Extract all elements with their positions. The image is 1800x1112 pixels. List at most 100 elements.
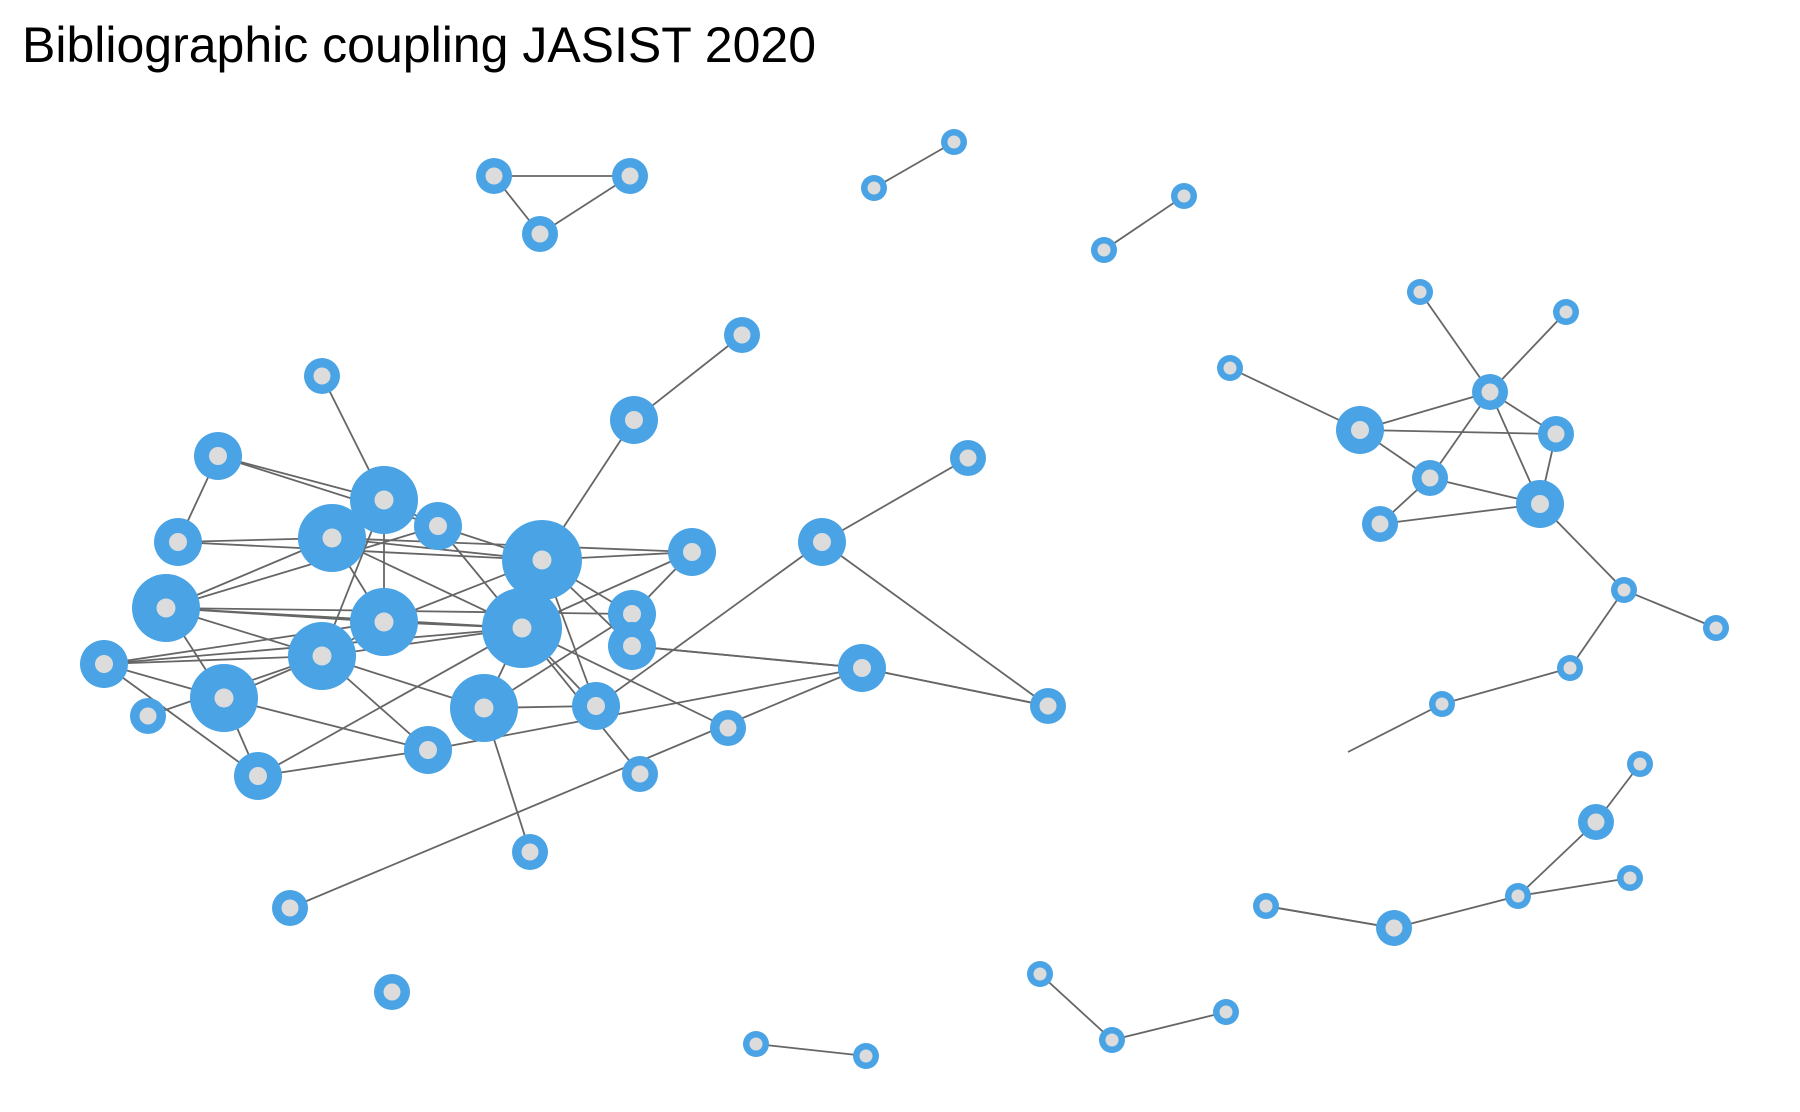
graph-node [1253,893,1279,919]
graph-node [838,644,886,692]
graph-node [743,1031,769,1057]
graph-node [512,834,548,870]
graph-edge [1441,667,1571,705]
graph-node-center [532,550,552,570]
graph-node [154,518,202,566]
graph-node [1091,237,1117,263]
graph-node-center [419,741,437,759]
graph-node [298,504,366,572]
graph-edge [257,749,429,777]
graph-edge [165,607,385,623]
graph-node [724,317,760,353]
graph-node-center [214,688,234,708]
graph-node [1703,615,1729,641]
graph-node-center [313,367,331,385]
graph-edge [1103,195,1185,251]
graph-node [853,1043,879,1069]
graph-node [234,752,282,800]
graph-node-center [312,646,332,666]
graph-edge [1517,877,1631,897]
graph-node-center [474,698,494,718]
graph-node-center [1511,889,1525,903]
graph-node [1557,655,1583,681]
graph-title: Bibliographic coupling JASIST 2020 [22,17,817,73]
graph-edge [1393,895,1519,929]
graph-edge [165,525,439,609]
graph-edge [595,541,823,707]
graph-edge [1347,703,1443,753]
graph-node-center [1223,361,1237,375]
graph-node-center [749,1037,763,1051]
graph-node [861,175,887,201]
graph-node-center [813,533,831,551]
graph-edge [1039,973,1113,1041]
graph-node [1505,883,1531,909]
graph-edge [861,667,1049,707]
graph-edge [289,667,863,909]
graph-node [1099,1027,1125,1053]
graph-node-center [1531,495,1549,513]
graph-node-center [429,517,447,535]
graph-node [132,574,200,642]
graph-node-center [587,697,605,715]
graph-node [1516,480,1564,528]
graph-node [1627,751,1653,777]
graph-node-center [1587,813,1605,831]
graph-node [1617,865,1643,891]
graph-node [710,710,746,746]
graph-node [1027,961,1053,987]
graph-node [1213,999,1239,1025]
graph-edge [821,457,969,543]
node-layer [80,129,1729,1069]
graph-node-center [719,719,737,737]
graph-node-center [1105,1033,1119,1047]
graph-node-center [853,659,871,677]
graph-node [1171,183,1197,209]
graph-edge [1419,291,1491,393]
graph-node [612,158,648,194]
graph-node-center [1563,661,1577,675]
graph-edge [257,627,523,777]
graph-node-center [623,605,641,623]
graph-node-center [1547,425,1565,443]
graph-edge [1379,503,1541,525]
graph-node [1030,688,1066,724]
graph-node [1407,279,1433,305]
graph-edge [821,541,1049,707]
graph-node-center [1371,515,1389,533]
graph-node-center [625,411,643,429]
graph-node [1376,910,1412,946]
graph-edge [755,1043,867,1057]
graph-node [414,502,462,550]
graph-node [608,622,656,670]
graph-node-center [512,618,532,638]
graph-edge [103,655,323,665]
graph-node-center [1421,469,1439,487]
graph-node-center [1039,697,1057,715]
graph-node [272,890,308,926]
graph-node [522,216,558,252]
graph-node [80,640,128,688]
graph-node [304,358,340,394]
graph-edge [1265,905,1395,929]
graph-edge [223,697,429,751]
graph-edge [631,645,863,669]
graph-node [1611,577,1637,603]
graph-node-center [156,598,176,618]
graph-node-center [281,899,299,917]
graph-node-center [95,655,113,673]
graph-node [798,518,846,566]
graph-node-center [1351,421,1369,439]
graph-node [350,466,418,534]
graph-node-center [1177,189,1191,203]
graph-edge [873,141,955,189]
graph-node [941,129,967,155]
graph-node-center [374,490,394,510]
graph-node [190,664,258,732]
graph-node-center [485,167,503,185]
graph-node-center [631,765,649,783]
graph-node [502,520,582,600]
graph-node [1362,506,1398,542]
graph-node [1472,374,1508,410]
